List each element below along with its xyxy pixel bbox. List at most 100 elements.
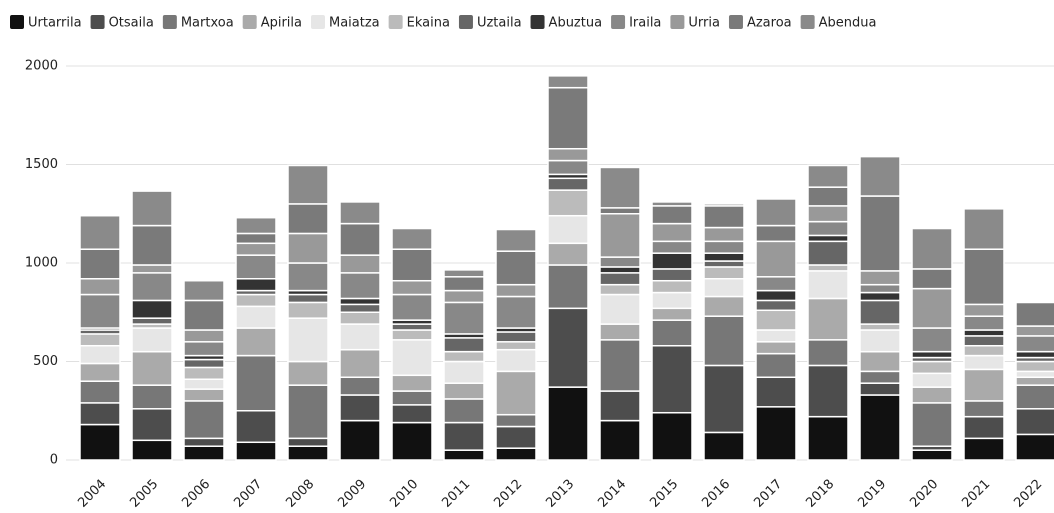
bar-segment (235, 278, 277, 292)
bar-segment (79, 293, 121, 329)
bar-segment (131, 350, 173, 386)
legend-label: Urtarrila (28, 16, 82, 31)
bar-segment (495, 447, 537, 461)
bar-segment (443, 269, 485, 278)
y-tick-label: 2000 (25, 59, 58, 74)
bar-segment (547, 177, 589, 191)
bar-segment (79, 278, 121, 296)
bar-segment (1015, 370, 1054, 379)
bar-segment (807, 234, 849, 243)
bar-segment (599, 256, 641, 268)
legend-swatch (670, 15, 685, 29)
x-tick-label: 2011 (439, 477, 473, 509)
bar-segment (495, 425, 537, 449)
bar-segment (391, 421, 433, 461)
bar-segment (651, 291, 693, 310)
bar-segment (547, 242, 589, 266)
bar-segment (703, 364, 745, 434)
bar-segment (131, 264, 173, 274)
bar-segment (807, 270, 849, 300)
x-tick-label: 2017 (751, 477, 785, 509)
bar-segment (911, 402, 953, 447)
bar-segment (859, 329, 901, 353)
bar-segment (703, 295, 745, 317)
bar-segment (963, 354, 1005, 371)
bar-segment (911, 386, 953, 404)
x-tick-label: 2007 (231, 477, 265, 509)
bar-segment (599, 213, 641, 258)
bar-segment (963, 344, 1005, 357)
bar-segment (859, 283, 901, 294)
bar-segment (651, 252, 693, 270)
bar-segment (235, 216, 277, 235)
bar-segment (79, 362, 121, 382)
bar-segment (495, 228, 537, 252)
bar-segment (183, 341, 225, 357)
bar-segment (391, 329, 433, 341)
legend-label: Martxoa (181, 16, 234, 31)
bar-segment (391, 248, 433, 282)
bar-segment (235, 354, 277, 412)
bar-segment (755, 341, 797, 355)
bar-segment (1015, 360, 1054, 373)
bar-segment (183, 388, 225, 402)
bar-segment (443, 301, 485, 335)
bar-segment (1015, 433, 1054, 461)
x-tick-label: 2004 (75, 477, 109, 509)
bar-segment (131, 384, 173, 410)
x-tick-label: 2010 (387, 477, 421, 509)
bar-segment (859, 370, 901, 384)
bar-segment (807, 205, 849, 223)
legend-label: Urria (688, 16, 720, 31)
bar-segment (599, 390, 641, 422)
bar-segment (183, 279, 225, 302)
bar-segment (859, 323, 901, 331)
bar-segment (807, 220, 849, 237)
legend-swatch (310, 15, 325, 29)
bar-segment (703, 315, 745, 367)
bar-segment (807, 339, 849, 367)
bar-segment (703, 431, 745, 461)
bar-segment (807, 240, 849, 266)
bar-segment (235, 410, 277, 444)
bar-segment (131, 224, 173, 266)
bar-segment (339, 311, 381, 325)
bar-segment (391, 279, 433, 296)
bar-segment (963, 400, 1005, 418)
legend-label: Uztaila (477, 16, 522, 31)
bar-segment (651, 268, 693, 282)
bar-segment (1015, 335, 1054, 353)
bar-segment (287, 317, 329, 363)
bar-segment (755, 309, 797, 331)
bar-segment (703, 203, 745, 207)
y-tick-label: 1000 (25, 256, 58, 271)
bar-segment (963, 329, 1005, 337)
bar-segment (703, 226, 745, 243)
bar-segment (911, 350, 953, 359)
bar-segment (443, 276, 485, 292)
bar-segment (235, 242, 277, 256)
bar-segment (1015, 300, 1054, 304)
bar-segment (287, 293, 329, 304)
bar-segment (911, 360, 953, 375)
bar-segment (183, 445, 225, 461)
legend-label: Iraila (629, 16, 661, 31)
bar-segment (339, 272, 381, 300)
bar-segment (859, 291, 901, 302)
bar-segment (807, 264, 849, 272)
bar-segment (911, 449, 953, 461)
legend-swatch (530, 15, 545, 29)
bar-segment (703, 252, 745, 262)
bar-segment (599, 323, 641, 341)
bar-segment (287, 164, 329, 205)
bar-segment (131, 190, 173, 227)
bar-segment (79, 423, 121, 461)
bar-segment (131, 439, 173, 461)
bar-segment (859, 382, 901, 396)
bar-segment (79, 214, 121, 250)
bar-segment (599, 283, 641, 296)
bar-segment (807, 297, 849, 341)
legend-label: Maiatza (329, 16, 380, 31)
legend-swatch (611, 15, 626, 29)
